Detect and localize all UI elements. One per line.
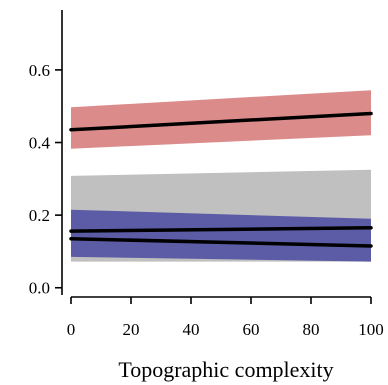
x-tick-label: 80 bbox=[303, 320, 320, 339]
x-tick-label: 60 bbox=[243, 320, 260, 339]
x-axis-title: Topographic complexity bbox=[118, 357, 333, 382]
x-tick-label: 0 bbox=[67, 320, 76, 339]
y-tick-label: 0.2 bbox=[29, 206, 50, 225]
axes bbox=[61, 10, 371, 298]
x-tick-label: 100 bbox=[358, 320, 384, 339]
confidence-band-1 bbox=[71, 90, 371, 149]
series-lines bbox=[69, 111, 373, 248]
x-tick-label: 40 bbox=[183, 320, 200, 339]
series-line-2 bbox=[69, 236, 373, 248]
y-ticks: 0.0 0.2 0.4 0.6 bbox=[29, 61, 62, 298]
y-tick-label: 0.4 bbox=[29, 134, 51, 153]
confidence-bands bbox=[71, 90, 371, 262]
x-tick-label: 20 bbox=[123, 320, 140, 339]
y-tick-label: 0.0 bbox=[29, 279, 50, 298]
series-line-1 bbox=[69, 111, 373, 132]
y-tick-label: 0.6 bbox=[29, 61, 50, 80]
confidence-band-3 bbox=[71, 209, 371, 262]
x-ticks: 0 20 40 60 80 100 bbox=[67, 297, 384, 339]
series-line-3 bbox=[69, 226, 373, 233]
